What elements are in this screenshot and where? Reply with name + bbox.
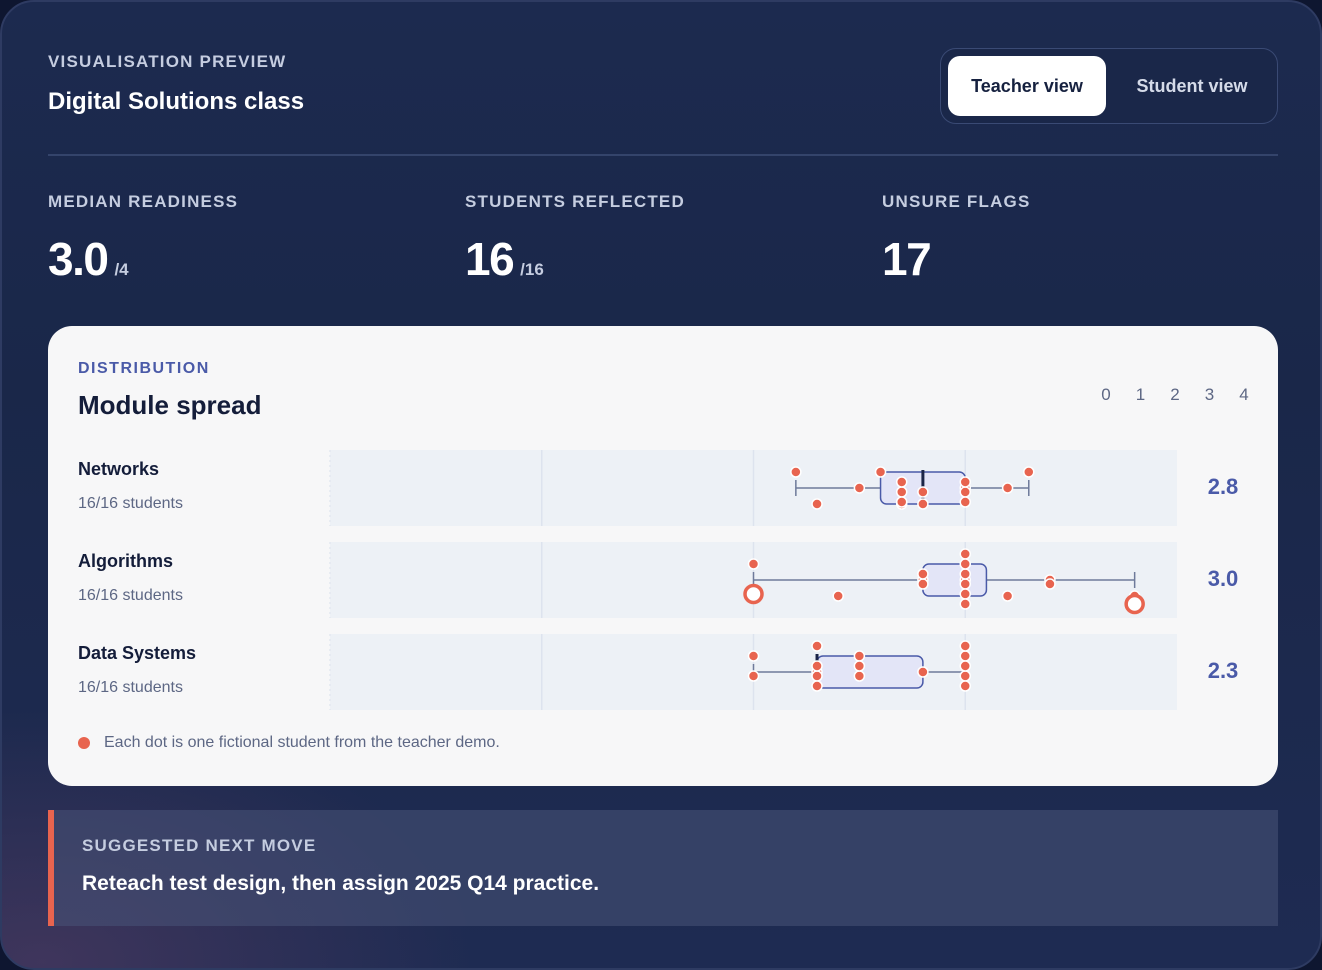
stat-suffix: /4 [114,260,129,279]
student-dot [959,578,971,590]
student-dot [895,476,908,488]
row-median-algorithms: 3.0 [1207,566,1239,591]
student-dot [917,498,929,510]
student-dot [959,670,971,682]
student-dot [1001,482,1014,494]
preview-eyebrow: VISUALISATION PREVIEW [48,52,287,71]
box-data-systems [816,655,924,689]
distribution-eyebrow: DISTRIBUTION [78,360,210,377]
student-dot [959,496,971,508]
module-spread-chart: 0 1 2 3 4 [329,385,1249,710]
legend-dot-icon [78,737,90,749]
student-dot [747,558,760,570]
row-median-networks: 2.8 [1207,474,1239,499]
outlier-marker [1124,593,1145,615]
student-dot [959,476,971,488]
next-move-text: Reteach test design, then assign 2025 Q1… [82,872,600,895]
student-dot [917,666,929,678]
student-dot [959,588,971,600]
student-dot [917,486,929,498]
student-dot [959,680,971,692]
stat-students-reflected: STUDENTS REFLECTED 16 /16 [465,192,685,286]
distribution-card: DISTRIBUTION Module spread 0 1 2 3 4 Network… [48,326,1278,786]
student-dot [874,466,887,478]
tick-label-2: 2 [1170,385,1179,404]
page-title: Digital Solutions class [48,88,305,115]
student-dot [895,486,908,498]
student-dot [959,486,971,498]
student-dot [790,466,802,478]
student-dot [853,660,866,672]
stat-unsure-flags: UNSURE FLAGS 17 [882,192,1031,286]
student-dot [853,482,866,494]
header-divider [48,154,1278,156]
row-sub-networks: 16/16 students [78,495,183,512]
view-toggle: Teacher view Student view [940,48,1278,124]
student-dot [811,670,823,682]
student-dot [959,548,971,560]
stat-value: 3.0 [48,233,109,285]
stat-median-readiness: MEDIAN READINESS 3.0 /4 [48,192,238,286]
student-dot [959,640,971,652]
student-dot [853,650,866,662]
row-label-algorithms: Algorithms [78,551,174,571]
row-label-data-systems: Data Systems [78,643,197,663]
row-sub-data-systems: 16/16 students [78,679,183,696]
tick-label-4: 4 [1239,385,1248,404]
row-median-data-systems: 2.3 [1207,658,1239,683]
next-move-panel: SUGGESTED NEXT MOVE Reteach test design,… [48,810,1278,926]
student-dot [747,670,760,682]
student-dot [917,578,929,590]
legend-text: Each dot is one fictional student from t… [104,734,500,751]
teacher-view-button[interactable]: Teacher view [948,56,1106,116]
student-dot [1044,578,1056,590]
student-dot [895,496,908,508]
student-dot [811,680,823,692]
student-view-button[interactable]: Student view [1136,75,1248,96]
tick-label-0: 0 [1101,385,1110,404]
stat-label: UNSURE FLAGS [882,192,1031,211]
stat-label: STUDENTS REFLECTED [465,192,685,211]
stat-value: 16 [465,233,515,285]
outlier-marker [743,583,764,605]
stat-value: 17 [882,233,932,285]
row-sub-algorithms: 16/16 students [78,587,183,604]
student-dot [917,568,929,580]
stat-suffix: /16 [520,260,544,279]
student-dot [811,640,823,652]
student-dot [811,660,823,672]
student-dot [747,650,760,662]
tick-label-3: 3 [1205,385,1214,404]
student-dot [832,590,844,602]
distribution-title: Module spread [78,390,262,420]
row-label-networks: Networks [78,459,160,479]
student-dot [959,568,971,580]
student-dot [959,660,971,672]
stat-label: MEDIAN READINESS [48,192,239,211]
next-move-eyebrow: SUGGESTED NEXT MOVE [82,836,317,855]
student-dot [853,670,866,682]
student-dot [959,558,971,570]
box-algorithms [922,563,988,597]
student-dot [959,650,971,662]
student-dot [959,598,971,610]
student-dot [811,498,823,510]
tick-label-1: 1 [1136,385,1145,404]
student-dot [1001,590,1014,602]
student-dot [1023,466,1035,478]
